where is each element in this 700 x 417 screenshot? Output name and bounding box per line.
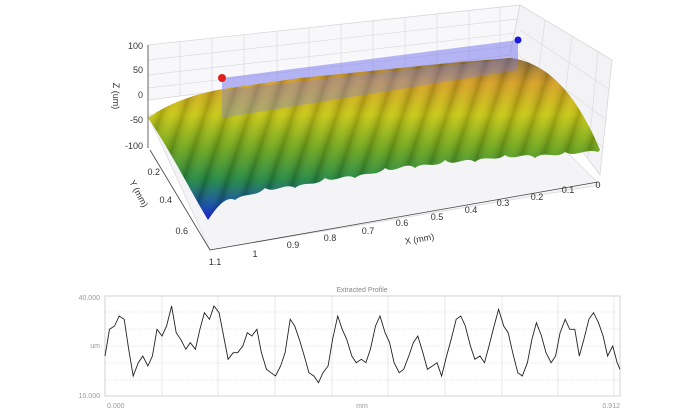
- x-min-label: 0.000: [107, 403, 125, 410]
- profile-line: [104, 305, 621, 384]
- svg-text:100: 100: [128, 41, 143, 51]
- x-axis-label: mm: [356, 403, 368, 410]
- svg-text:0.6: 0.6: [396, 218, 409, 228]
- svg-text:Y (mm): Y (mm): [127, 178, 150, 209]
- extracted-profile-chart[interactable]: Extracted Profile 40.000 um 10.000 0.000…: [0, 280, 700, 417]
- svg-text:50: 50: [133, 65, 143, 75]
- y-min-label: 10.000: [79, 393, 101, 400]
- svg-text:0.9: 0.9: [287, 240, 300, 250]
- svg-text:0.2: 0.2: [531, 192, 544, 202]
- svg-text:0.1: 0.1: [562, 185, 575, 195]
- svg-text:0: 0: [595, 180, 600, 190]
- svg-text:0.5: 0.5: [431, 212, 444, 222]
- x-max-label: 0.912: [602, 403, 620, 410]
- y-max-label: 40.000: [79, 295, 101, 302]
- svg-text:X (mm): X (mm): [404, 232, 435, 247]
- svg-text:0.4: 0.4: [465, 205, 478, 215]
- surface-3d-plot[interactable]: 100 50 0 -50 -100 Z (um) 0.2 0.4 0.6 Y (…: [0, 0, 700, 280]
- start-point-marker[interactable]: [218, 74, 226, 82]
- surface-mesh: [148, 58, 600, 220]
- svg-text:0.3: 0.3: [497, 198, 510, 208]
- y-axis-label: um: [90, 343, 100, 350]
- svg-text:0.4: 0.4: [159, 195, 172, 205]
- svg-text:0.2: 0.2: [147, 167, 160, 177]
- svg-text:-100: -100: [125, 141, 143, 151]
- svg-text:Z (um): Z (um): [111, 83, 121, 110]
- svg-text:-50: -50: [130, 115, 143, 125]
- svg-text:1: 1: [252, 249, 257, 259]
- svg-text:0: 0: [138, 90, 143, 100]
- end-point-marker[interactable]: [514, 36, 522, 44]
- svg-text:0.6: 0.6: [175, 226, 188, 236]
- profile-plot-area: [104, 295, 621, 397]
- z-axis: 100 50 0 -50 -100 Z (um): [111, 41, 149, 151]
- svg-text:0.8: 0.8: [324, 233, 337, 243]
- x-axis: 1.1 1 0.9 0.8 0.7 0.6 0.5 0.4 0.3 0.2 0.…: [209, 180, 601, 267]
- svg-text:1.1: 1.1: [209, 257, 222, 267]
- svg-text:0.7: 0.7: [362, 226, 375, 236]
- profile-title: Extracted Profile: [336, 287, 387, 294]
